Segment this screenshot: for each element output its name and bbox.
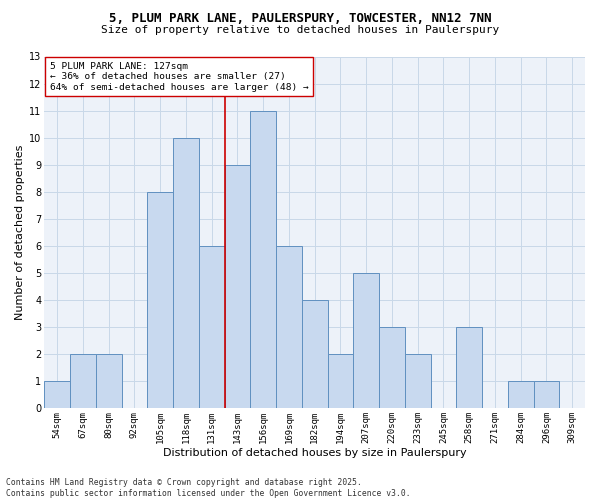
- Bar: [173, 138, 199, 408]
- Bar: [199, 246, 224, 408]
- Bar: [456, 327, 482, 408]
- Text: Size of property relative to detached houses in Paulerspury: Size of property relative to detached ho…: [101, 25, 499, 35]
- Text: Contains HM Land Registry data © Crown copyright and database right 2025.
Contai: Contains HM Land Registry data © Crown c…: [6, 478, 410, 498]
- Bar: [328, 354, 353, 408]
- X-axis label: Distribution of detached houses by size in Paulerspury: Distribution of detached houses by size …: [163, 448, 466, 458]
- Y-axis label: Number of detached properties: Number of detached properties: [15, 144, 25, 320]
- Bar: [250, 110, 276, 408]
- Bar: [224, 164, 250, 408]
- Bar: [353, 273, 379, 408]
- Bar: [44, 381, 70, 408]
- Bar: [405, 354, 431, 408]
- Text: 5 PLUM PARK LANE: 127sqm
← 36% of detached houses are smaller (27)
64% of semi-d: 5 PLUM PARK LANE: 127sqm ← 36% of detach…: [50, 62, 308, 92]
- Bar: [379, 327, 405, 408]
- Bar: [96, 354, 122, 408]
- Bar: [302, 300, 328, 408]
- Bar: [148, 192, 173, 408]
- Bar: [508, 381, 533, 408]
- Text: 5, PLUM PARK LANE, PAULERSPURY, TOWCESTER, NN12 7NN: 5, PLUM PARK LANE, PAULERSPURY, TOWCESTE…: [109, 12, 491, 26]
- Bar: [70, 354, 96, 408]
- Bar: [276, 246, 302, 408]
- Bar: [533, 381, 559, 408]
